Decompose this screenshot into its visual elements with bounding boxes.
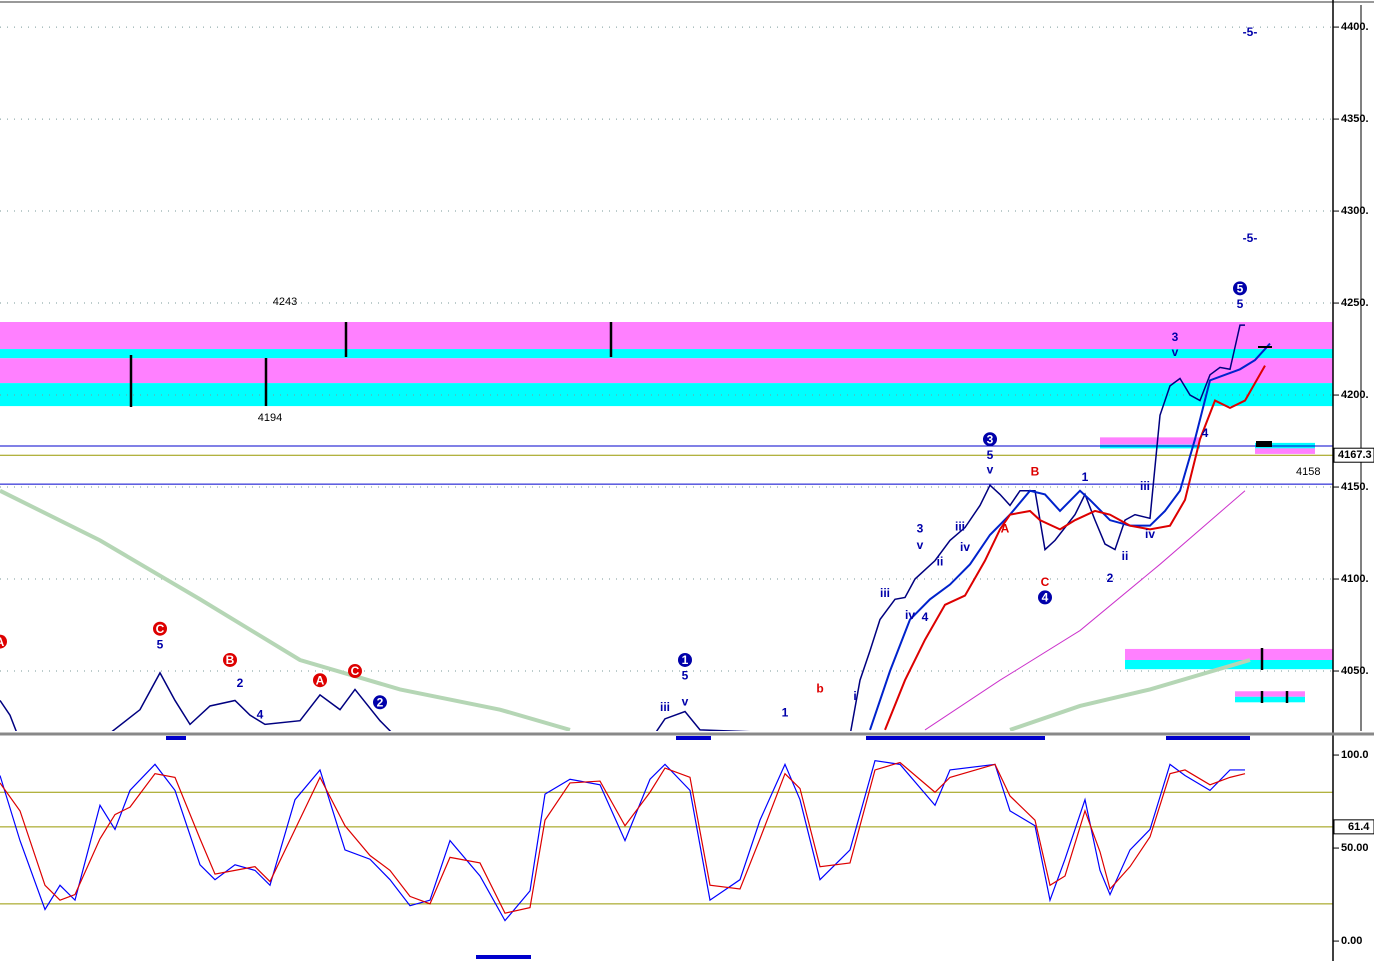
axis-price-label: 4167.3	[1338, 449, 1372, 461]
level-label: 61.4	[1348, 821, 1370, 833]
series-line	[0, 324, 1245, 731]
y-tick-label: 4250.	[1341, 297, 1369, 309]
wave-label: 1	[682, 653, 689, 667]
wave-label: ii	[937, 555, 944, 569]
wave-circle	[153, 621, 167, 636]
series-line	[884, 365, 1266, 731]
wave-circle	[983, 432, 997, 447]
wave-circle	[348, 664, 362, 679]
zone	[1255, 448, 1315, 454]
y-tick-label: 4150.	[1341, 481, 1369, 493]
level-label: 4158	[1296, 466, 1320, 478]
wave-label: 3	[1172, 330, 1179, 344]
wave-label: v	[1172, 345, 1179, 359]
zone	[1235, 691, 1305, 697]
wave-underlines	[166, 736, 1250, 959]
wave-label: v	[987, 463, 994, 477]
wave-label: 1	[782, 706, 789, 720]
series-line	[924, 490, 1246, 731]
wave-label: iii	[660, 700, 670, 714]
wave-label: 5	[157, 637, 164, 651]
wave-label: b	[816, 682, 823, 696]
wave-label: iii	[880, 586, 890, 600]
zone	[1100, 437, 1200, 445]
wave-label: 3	[987, 432, 994, 446]
wave-label: C	[351, 664, 360, 678]
wave-label: 2	[377, 695, 384, 709]
wave-circle	[0, 634, 7, 649]
zone	[0, 358, 1333, 384]
wave-label: 4	[257, 707, 264, 721]
zone	[0, 383, 1333, 407]
y-tick-label: 4400.	[1341, 21, 1369, 33]
pivot-label: 4194	[258, 412, 282, 424]
wave-label: iii	[955, 520, 965, 534]
wave-label: A	[0, 635, 5, 649]
wave-label: 5	[1237, 297, 1244, 311]
y-tick-label: 50.00	[1341, 842, 1369, 854]
y-tick-label: 4350.	[1341, 113, 1369, 125]
wave-circle	[313, 673, 327, 688]
wave-label: 3	[917, 522, 924, 536]
series-line	[0, 759, 1245, 922]
wave-circle	[373, 695, 387, 710]
wave-label: iii	[1140, 479, 1150, 493]
wave-circle	[678, 652, 692, 667]
wave-label: 4	[922, 610, 929, 624]
wave-label: ii	[1122, 549, 1129, 563]
y-tick-label: 100.0	[1341, 749, 1369, 761]
zone	[1125, 648, 1333, 660]
wave-label: A	[316, 673, 325, 687]
plot-layer	[0, 26, 1333, 922]
axis-label-box	[1333, 819, 1374, 835]
wave-label: C	[156, 622, 165, 636]
panel-0	[0, 26, 1333, 731]
wave-label: iv	[905, 608, 915, 622]
wave-label: 1	[1082, 470, 1089, 484]
y-tick-label: 4200.	[1341, 389, 1369, 401]
wave-label: i	[853, 689, 856, 703]
wave-label: 2	[237, 676, 244, 690]
pivot-label: 4243	[273, 296, 297, 308]
zone	[1235, 696, 1305, 703]
series-line	[869, 342, 1271, 731]
wave-label: B	[1031, 464, 1040, 478]
wave-label: A	[1001, 522, 1010, 536]
wave-circle	[1233, 281, 1247, 296]
wave-label: 2	[1107, 571, 1114, 585]
wave-label: 5	[682, 669, 689, 683]
wave-label: 4	[1202, 426, 1209, 440]
series-line	[0, 488, 1251, 731]
y-tick-label: 4300.	[1341, 205, 1369, 217]
panel-1	[0, 759, 1333, 922]
wave-circle	[223, 652, 237, 667]
zone	[0, 349, 1333, 359]
zone	[0, 322, 1333, 350]
wave-label: v	[917, 538, 924, 552]
wave-label: iv	[1145, 527, 1155, 541]
wave-label: -5-	[1243, 231, 1258, 245]
axis-label-box	[1333, 447, 1374, 463]
wave-label: 5	[1237, 282, 1244, 296]
y-tick-label: 4050.	[1341, 665, 1369, 677]
wave-label: v	[682, 694, 689, 708]
wave-label: 5	[987, 448, 994, 462]
wave-label: B	[226, 653, 235, 667]
pivot-bars	[129, 322, 1289, 703]
wave-label: 4	[1042, 591, 1049, 605]
y-tick-label: 0.00	[1341, 935, 1362, 947]
zone	[1100, 444, 1200, 449]
y-tick-label: 4100.	[1341, 573, 1369, 585]
wave-label: C	[1041, 575, 1050, 589]
series-line	[0, 761, 1246, 914]
wave-circle	[1038, 590, 1052, 605]
wave-label: -5-	[1243, 25, 1258, 39]
wave-label: iv	[960, 540, 970, 554]
